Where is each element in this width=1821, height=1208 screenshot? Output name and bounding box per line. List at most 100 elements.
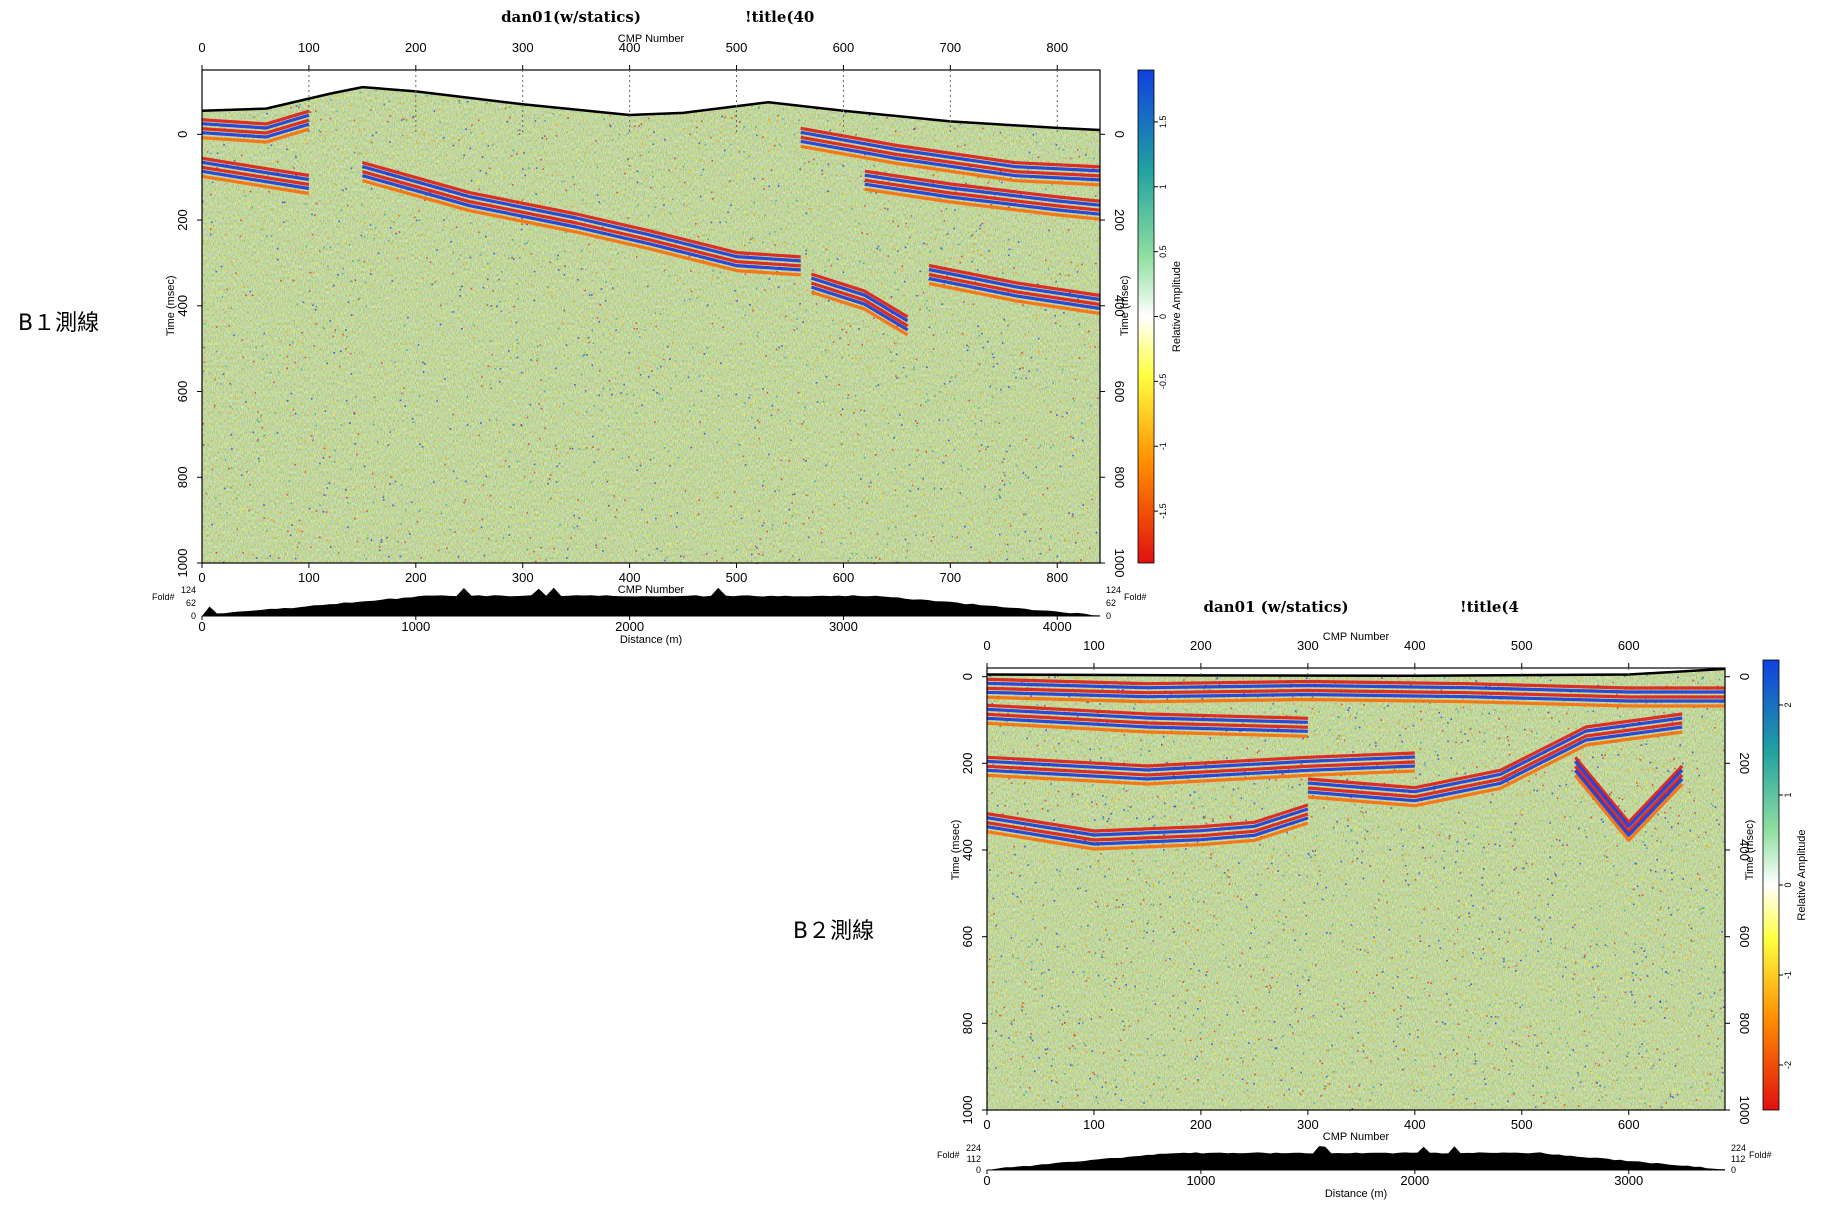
- noise-speck: [1659, 1000, 1662, 1003]
- noise-speck: [1030, 356, 1033, 359]
- noise-speck: [1658, 1058, 1661, 1061]
- noise-speck: [785, 522, 787, 524]
- noise-speck: [1084, 944, 1087, 946]
- noise-speck: [792, 556, 795, 559]
- noise-speck: [636, 469, 638, 471]
- noise-speck: [707, 196, 710, 199]
- noise-speck: [718, 428, 720, 431]
- noise-speck: [1199, 1038, 1202, 1040]
- noise-speck: [1036, 369, 1039, 371]
- noise-speck: [564, 113, 566, 116]
- noise-speck: [1705, 889, 1708, 892]
- noise-speck: [1283, 874, 1285, 877]
- noise-speck: [1651, 882, 1654, 884]
- noise-speck: [314, 309, 317, 311]
- noise-speck: [996, 904, 999, 907]
- noise-speck: [1698, 774, 1700, 777]
- noise-speck: [1115, 907, 1117, 909]
- noise-speck: [389, 227, 392, 229]
- noise-speck: [1599, 905, 1601, 907]
- topography-mask: [202, 70, 1100, 130]
- noise-speck: [641, 404, 643, 407]
- noise-speck: [1310, 965, 1312, 967]
- noise-speck: [549, 474, 552, 476]
- noise-speck: [495, 419, 498, 421]
- noise-speck: [253, 116, 256, 118]
- noise-speck: [1712, 1011, 1714, 1014]
- noise-speck: [869, 367, 871, 369]
- noise-speck: [1319, 874, 1322, 877]
- noise-speck: [870, 309, 872, 312]
- noise-speck: [481, 156, 484, 158]
- noise-speck: [320, 118, 322, 121]
- noise-speck: [995, 1010, 998, 1012]
- noise-speck: [391, 242, 393, 244]
- noise-speck: [996, 997, 999, 999]
- noise-speck: [328, 456, 331, 458]
- noise-speck: [1029, 1036, 1032, 1038]
- noise-speck: [926, 509, 929, 511]
- noise-speck: [757, 107, 760, 109]
- noise-speck: [849, 557, 851, 560]
- noise-speck: [1683, 859, 1685, 862]
- noise-speck: [1017, 789, 1019, 792]
- noise-speck: [1270, 856, 1273, 859]
- noise-speck: [434, 140, 436, 142]
- noise-speck: [1585, 796, 1587, 798]
- noise-speck: [350, 105, 352, 107]
- noise-speck: [1316, 1107, 1319, 1110]
- noise-speck: [1515, 822, 1517, 825]
- noise-speck: [1085, 980, 1088, 982]
- noise-speck: [295, 322, 297, 324]
- noise-speck: [1009, 824, 1011, 826]
- noise-speck: [1470, 983, 1472, 985]
- noise-speck: [326, 539, 328, 541]
- noise-speck: [1571, 1039, 1574, 1041]
- noise-speck: [267, 147, 270, 150]
- noise-speck: [923, 242, 925, 245]
- noise-speck: [1209, 1068, 1211, 1070]
- noise-speck: [1019, 1086, 1022, 1088]
- noise-speck: [1085, 890, 1087, 892]
- noise-speck: [917, 391, 919, 393]
- line-label: B１測線: [18, 311, 99, 336]
- noise-speck: [1569, 815, 1571, 818]
- noise-speck: [1356, 1015, 1359, 1018]
- noise-speck: [410, 294, 412, 296]
- noise-speck: [912, 280, 915, 283]
- noise-speck: [1688, 788, 1691, 790]
- distance-tick-label: 1000: [401, 619, 430, 634]
- noise-speck: [437, 524, 440, 526]
- noise-speck: [1532, 1063, 1534, 1065]
- noise-speck: [652, 175, 654, 178]
- noise-speck: [673, 313, 675, 315]
- noise-speck: [1714, 875, 1716, 877]
- noise-speck: [470, 179, 473, 182]
- noise-speck: [1443, 677, 1446, 679]
- noise-speck: [842, 352, 844, 354]
- noise-speck: [1369, 1099, 1371, 1102]
- noise-speck: [1617, 754, 1620, 756]
- noise-speck: [573, 527, 575, 529]
- noise-speck: [1102, 1052, 1105, 1054]
- noise-speck: [283, 530, 285, 533]
- noise-speck: [875, 192, 878, 194]
- noise-speck: [965, 418, 968, 421]
- noise-speck: [555, 444, 557, 447]
- noise-speck: [1013, 417, 1016, 420]
- noise-speck: [573, 183, 576, 186]
- noise-speck: [1392, 986, 1394, 989]
- noise-speck: [651, 499, 653, 501]
- noise-speck: [369, 366, 371, 369]
- noise-speck: [1723, 859, 1725, 862]
- noise-speck: [903, 294, 906, 297]
- noise-speck: [777, 286, 780, 288]
- noise-speck: [468, 231, 470, 233]
- noise-speck: [1139, 754, 1142, 756]
- noise-speck: [894, 129, 897, 132]
- noise-speck: [855, 357, 857, 360]
- noise-speck: [1044, 704, 1046, 707]
- noise-speck: [964, 525, 966, 528]
- noise-speck: [1292, 1070, 1294, 1073]
- noise-speck: [972, 303, 975, 305]
